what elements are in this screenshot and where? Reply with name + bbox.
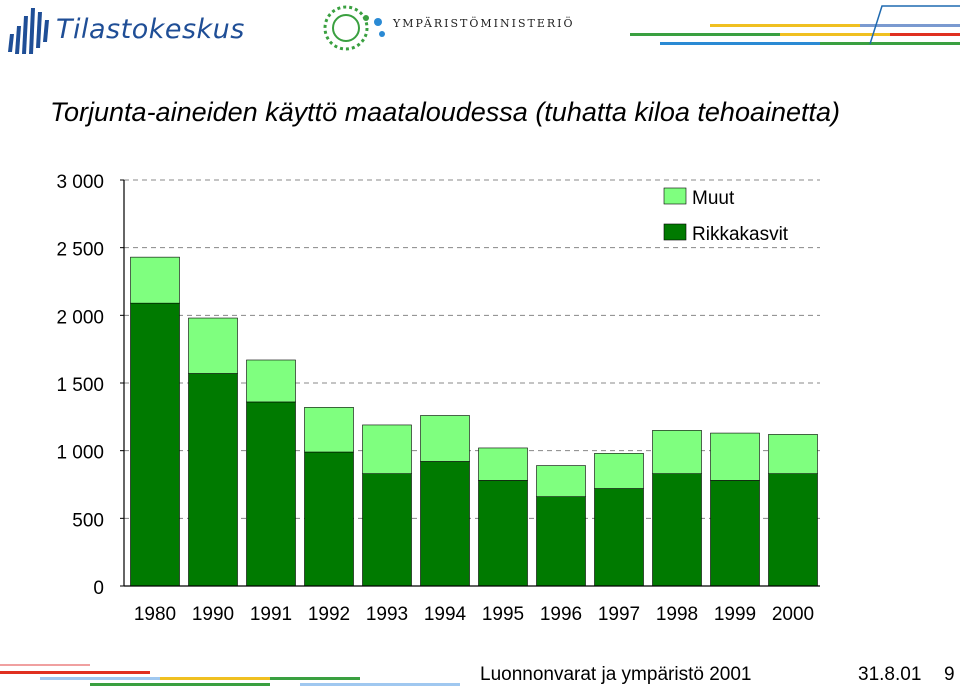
bar-rikkakasvit-1997 [594,488,644,587]
y-tick-label: 2 000 [56,307,104,328]
bar-muut-1990 [188,317,238,374]
bar-muut-1980 [130,256,180,304]
x-tick-label: 1992 [308,604,350,625]
x-tick-label: 1999 [714,604,756,625]
footer-decoration [0,664,460,686]
bar-muut-1998 [652,430,702,474]
bar-muut-1995 [478,447,528,481]
bar-rikkakasvit-1991 [246,401,296,587]
bar-rikkakasvit-1980 [130,302,180,587]
bar-muut-1997 [594,453,644,489]
y-tick-label: 2 500 [56,240,104,261]
bars [130,256,818,587]
bar-muut-1992 [304,407,354,453]
legend-label-muut: Muut [692,188,735,209]
bar-muut-1994 [420,415,470,462]
bar-rikkakasvit-1990 [188,373,238,587]
grid-lines [124,179,820,519]
tilastokeskus-logo [8,8,49,54]
legend-swatch-rikkakasvit [663,223,687,241]
bar-chart: 0 500 1 000 1 500 2 000 2 500 3 000 1980 1990 199… [56,172,820,625]
x-tick-label: 1995 [482,604,524,625]
x-tick-label: 1990 [192,604,234,625]
x-tick-label: 1991 [250,604,292,625]
tilastokeskus-logo-text: Tilastokeskus [56,14,245,45]
x-tick-label: 1996 [540,604,582,625]
x-tick-label: 1998 [656,604,698,625]
header: Tilastokeskus YMPÄRISTÖMINISTERIÖ [0,0,960,62]
bar-muut-2000 [768,434,818,474]
y-tick-label: 1 500 [56,375,104,396]
axes [120,179,820,587]
bar-rikkakasvit-1998 [652,473,702,587]
x-tick-label: 1997 [598,604,640,625]
x-tick-label: 1993 [366,604,408,625]
page-number: 9 [944,664,955,685]
footer-date: 31.8.01 [858,664,922,685]
y-tick-label: 1 000 [56,443,104,464]
ymparistoministerio-logo [323,5,385,51]
x-tick-label: 1994 [424,604,467,625]
bar-rikkakasvit-1996 [536,496,586,587]
legend: Muut Rikkakasvit [663,187,789,245]
y-tick-label: 3 000 [56,172,104,193]
footer: Luonnonvarat ja ympäristö 2001 31.8.01 9 [0,656,960,686]
bar-rikkakasvit-1994 [420,461,470,587]
bar-muut-1996 [536,465,586,497]
footer-source: Luonnonvarat ja ympäristö 2001 [480,664,752,685]
bar-muut-1999 [710,432,760,481]
header-decoration [630,5,960,45]
bar-muut-1991 [246,359,296,403]
bar-rikkakasvit-1992 [304,451,354,587]
legend-swatch-muut [663,187,687,205]
bar-rikkakasvit-1993 [362,473,412,587]
tick-labels: 0 500 1 000 1 500 2 000 2 500 3 000 1980 1990 199… [56,172,814,625]
y-tick-label: 0 [93,578,104,599]
bar-rikkakasvit-1995 [478,480,528,587]
x-tick-label: 2000 [772,604,814,625]
bar-rikkakasvit-1999 [710,480,760,587]
chart-title: Torjunta-aineiden käyttö maataloudessa (… [50,97,841,127]
bar-muut-1993 [362,424,412,474]
x-tick-label: 1980 [134,604,176,625]
legend-label-rikkakasvit: Rikkakasvit [692,224,789,245]
ymparistoministerio-logo-text: YMPÄRISTÖMINISTERIÖ [393,17,575,30]
y-tick-label: 500 [72,510,104,531]
bar-rikkakasvit-2000 [768,473,818,587]
